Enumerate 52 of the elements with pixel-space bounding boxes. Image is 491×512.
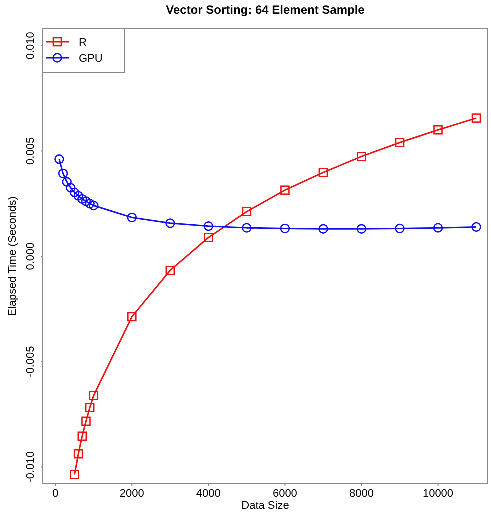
point — [74, 449, 84, 459]
point — [472, 114, 482, 123]
point — [242, 223, 252, 233]
point — [166, 266, 176, 276]
point — [89, 391, 99, 400]
point — [78, 432, 88, 442]
point — [204, 222, 214, 232]
point — [62, 177, 72, 187]
point — [472, 222, 482, 232]
point — [127, 212, 138, 223]
point — [70, 470, 80, 480]
y-tick-label: 0.000 — [25, 242, 37, 270]
point — [81, 196, 92, 206]
x-tick-label: 0 — [52, 488, 59, 500]
point — [128, 312, 137, 322]
point — [66, 183, 76, 193]
point — [356, 224, 367, 234]
point — [280, 186, 290, 196]
point — [70, 188, 80, 198]
point — [318, 224, 328, 234]
point — [204, 233, 214, 242]
point — [433, 223, 444, 233]
point — [58, 168, 68, 179]
point — [54, 154, 64, 164]
x-tick-label: 10000 — [422, 488, 454, 500]
point — [89, 200, 99, 211]
y-tick-label: -0.005 — [25, 346, 37, 378]
point — [357, 152, 366, 162]
point — [85, 198, 95, 209]
point — [85, 403, 95, 412]
x-tick-label: 2000 — [120, 488, 144, 500]
legend-label: R — [79, 37, 87, 49]
point — [74, 191, 84, 201]
point — [318, 168, 328, 178]
point — [280, 224, 290, 234]
y-tick-label: 0.005 — [25, 137, 37, 165]
x-tick-label: 8000 — [349, 488, 374, 500]
y-tick-label: -0.010 — [25, 452, 37, 483]
legend-label: GPU — [79, 53, 103, 65]
chart-title: Vector Sorting: 64 Element Sample — [166, 3, 366, 17]
x-tick-label: 6000 — [272, 488, 298, 500]
point — [242, 207, 252, 216]
point — [395, 224, 405, 234]
point — [434, 125, 443, 135]
x-tick-label: 4000 — [196, 488, 221, 500]
point — [166, 218, 176, 228]
y-axis-title: Elapsed Time (Seconds) — [7, 196, 19, 316]
y-tick-label: 0.010 — [25, 32, 37, 60]
point — [82, 416, 91, 426]
x-axis-title: Data Size — [242, 500, 290, 512]
point — [395, 138, 405, 148]
point — [78, 194, 88, 204]
